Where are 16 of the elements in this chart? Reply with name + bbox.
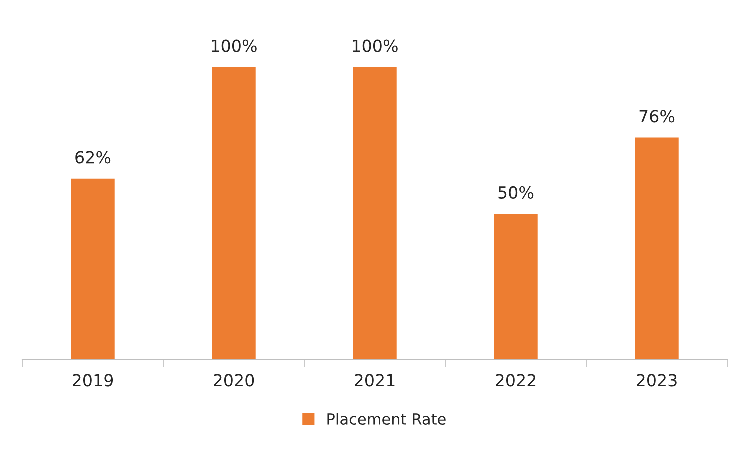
x-tick-label: 2023	[637, 374, 677, 387]
data-label: 100%	[212, 40, 257, 52]
legend-label: Placement Rate	[328, 413, 446, 425]
data-label: 62%	[76, 151, 111, 164]
bar	[492, 212, 540, 360]
bar	[210, 66, 258, 360]
bar	[352, 66, 398, 360]
x-tick-label: 2020	[214, 374, 254, 387]
x-tick-label: 2021	[355, 374, 395, 387]
data-label: 100%	[353, 40, 398, 52]
bar	[70, 177, 116, 360]
data-label: 50%	[498, 186, 534, 200]
x-tick-label: 2022	[496, 374, 536, 387]
x-tick-label: 2019	[73, 374, 114, 387]
data-label: 76%	[640, 110, 675, 123]
bar	[634, 136, 680, 360]
